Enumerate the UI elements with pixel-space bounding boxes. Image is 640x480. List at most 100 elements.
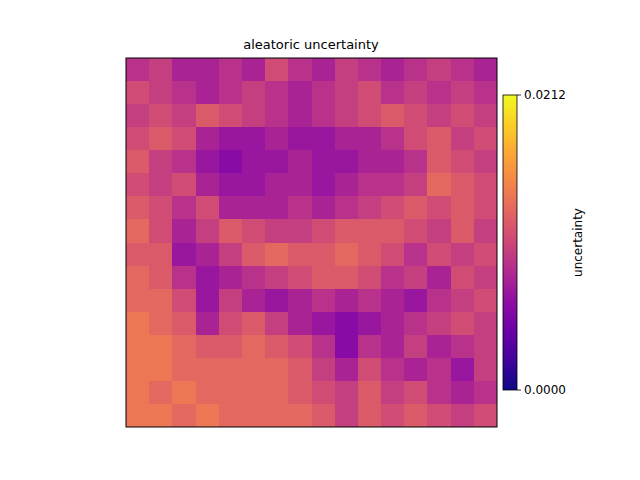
heatmap-cell [358, 104, 382, 128]
heatmap-cell [265, 104, 289, 128]
heatmap-cell [265, 289, 289, 313]
heatmap-cell [242, 289, 266, 313]
heatmap-cell [451, 173, 475, 197]
heatmap-cell [451, 266, 475, 290]
heatmap-cell [149, 196, 173, 220]
heatmap-cell [404, 173, 428, 197]
heatmap-cell [265, 173, 289, 197]
heatmap-cell [358, 335, 382, 359]
heatmap-cell [288, 58, 312, 82]
heatmap-cell [219, 219, 243, 243]
heatmap-cell [427, 173, 451, 197]
heatmap-cell [265, 219, 289, 243]
heatmap-cell [242, 404, 266, 427]
heatmap-cell [451, 381, 475, 405]
heatmap-cell [451, 58, 475, 82]
heatmap-cell [335, 266, 359, 290]
heatmap-cell [474, 243, 497, 267]
heatmap-cell [242, 312, 266, 336]
colorbar-frame [503, 95, 517, 390]
colorbar [503, 95, 517, 390]
heatmap-cell [126, 335, 150, 359]
heatmap-cell [312, 266, 336, 290]
heatmap-cell [265, 404, 289, 427]
heatmap-cell [312, 104, 336, 128]
heatmap-cell [288, 127, 312, 151]
heatmap-cell [312, 81, 336, 105]
heatmap-cell [358, 289, 382, 313]
heatmap-cell [265, 150, 289, 174]
heatmap-cell [126, 358, 150, 382]
heatmap-cell [358, 81, 382, 105]
heatmap-cell [474, 173, 497, 197]
heatmap-cell [219, 335, 243, 359]
heatmap-cell [196, 81, 220, 105]
heatmap-cell [265, 243, 289, 267]
heatmap-cell [196, 173, 220, 197]
heatmap-cell [126, 104, 150, 128]
heatmap-cell [149, 104, 173, 128]
heatmap-cell [172, 289, 196, 313]
heatmap-cell [451, 243, 475, 267]
heatmap-cell [404, 266, 428, 290]
heatmap-cell [219, 127, 243, 151]
heatmap-cell [381, 243, 405, 267]
heatmap-cell [381, 358, 405, 382]
heatmap-cell [149, 404, 173, 427]
heatmap-cell [172, 173, 196, 197]
heatmap-cell [451, 289, 475, 313]
heatmap-cell [358, 173, 382, 197]
heatmap-cell [404, 358, 428, 382]
heatmap-cell [242, 196, 266, 220]
heatmap-cell [404, 196, 428, 220]
heatmap-cell [265, 81, 289, 105]
heatmap-cell [288, 358, 312, 382]
heatmap-cell [172, 196, 196, 220]
heatmap-cell [404, 127, 428, 151]
heatmap-cell [312, 127, 336, 151]
heatmap-cell [312, 173, 336, 197]
heatmap-cell [172, 266, 196, 290]
colorbar-tick-label: 0.0212 [524, 88, 566, 102]
heatmap-cell [381, 196, 405, 220]
heatmap-cell [126, 173, 150, 197]
heatmap-cell [474, 219, 497, 243]
heatmap-cell [288, 312, 312, 336]
heatmap-cell [242, 358, 266, 382]
heatmap-cell [265, 127, 289, 151]
heatmap-cell [265, 381, 289, 405]
heatmap-cell [288, 219, 312, 243]
heatmap-cell [427, 196, 451, 220]
heatmap-cell [149, 335, 173, 359]
heatmap-cell [474, 58, 497, 82]
heatmap-cell [404, 381, 428, 405]
heatmap-cell [474, 81, 497, 105]
heatmap-cell [404, 219, 428, 243]
heatmap-cell [312, 196, 336, 220]
heatmap-cell [242, 335, 266, 359]
heatmap-cell [381, 219, 405, 243]
colorbar-tick [517, 95, 521, 96]
heatmap-cell [149, 289, 173, 313]
heatmap-cell [381, 335, 405, 359]
heatmap-cell [172, 404, 196, 427]
heatmap-cell [335, 219, 359, 243]
heatmap-cell [149, 358, 173, 382]
heatmap-cell [219, 289, 243, 313]
heatmap-cell [312, 150, 336, 174]
heatmap-cell [219, 81, 243, 105]
heatmap-cell [451, 127, 475, 151]
heatmap-cell [427, 312, 451, 336]
heatmap-cell [126, 289, 150, 313]
heatmap-cell [172, 58, 196, 82]
heatmap-cell [265, 358, 289, 382]
heatmap-cell [451, 104, 475, 128]
heatmap-cell [427, 243, 451, 267]
heatmap-cell [196, 58, 220, 82]
heatmap-cell [474, 196, 497, 220]
heatmap-cell [126, 381, 150, 405]
heatmap-cell [242, 266, 266, 290]
heatmap-cell [265, 58, 289, 82]
heatmap-cell [335, 196, 359, 220]
heatmap-cell [335, 312, 359, 336]
